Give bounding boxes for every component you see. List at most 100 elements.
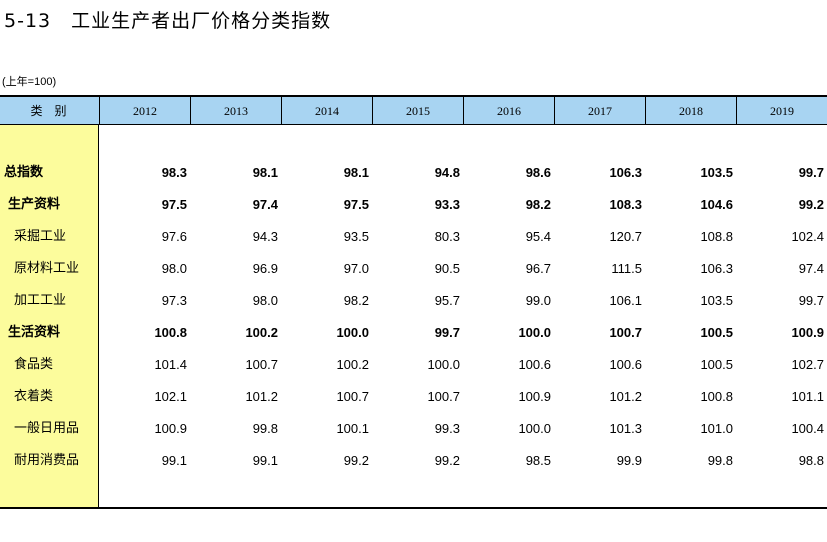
index-value: 99.2 <box>434 453 460 468</box>
table-row: 总指数 98.3 98.1 98.1 94.8 98.6 106.3 103.5 99.7 <box>0 157 827 189</box>
index-value: 101.1 <box>791 389 824 404</box>
index-value: 98.2 <box>343 293 369 308</box>
index-value: 120.7 <box>609 229 642 244</box>
index-value: 98.2 <box>525 197 551 212</box>
table-row: 生活资料 100.8 100.2 100.0 99.7 100.0 100.7 100.5 10… <box>0 317 827 349</box>
index-value: 104.6 <box>700 197 733 212</box>
index-value: 100.7 <box>245 357 278 372</box>
row-label: 总指数 <box>4 165 44 180</box>
table-row: 衣着类 102.1 101.2 100.7 100.7 100.9 101.2 100.8 10… <box>0 381 827 413</box>
index-value: 108.8 <box>700 229 733 244</box>
index-value: 99.8 <box>707 453 733 468</box>
bottom-rule <box>0 507 827 509</box>
index-value: 99.9 <box>616 453 642 468</box>
category-column <box>0 125 99 509</box>
row-label: 衣着类 <box>14 389 54 404</box>
index-value: 100.5 <box>700 357 733 372</box>
header-year: 2013 <box>190 97 281 125</box>
index-value: 97.4 <box>798 261 824 276</box>
index-value: 95.4 <box>525 229 551 244</box>
row-label: 原材料工业 <box>14 261 80 276</box>
header-year: 2012 <box>99 97 190 125</box>
row-label: 采掘工业 <box>14 229 67 244</box>
index-value: 100.2 <box>336 357 369 372</box>
index-value: 101.2 <box>609 389 642 404</box>
index-value: 102.4 <box>791 229 824 244</box>
index-value: 108.3 <box>609 197 642 212</box>
price-index-table: 类别 2012 2013 2014 2015 2016 2017 2018 20… <box>0 95 827 509</box>
table-row: 耐用消费品 99.1 99.1 99.2 99.2 98.5 99.9 99.8 98.8 <box>0 445 827 477</box>
index-value: 111.5 <box>611 261 642 276</box>
index-value: 99.7 <box>798 165 824 180</box>
index-value: 100.9 <box>791 325 824 340</box>
table-header: 类别 2012 2013 2014 2015 2016 2017 2018 20… <box>0 95 827 125</box>
index-value: 99.8 <box>252 421 278 436</box>
row-label: 生产资料 <box>8 197 61 212</box>
index-value: 101.4 <box>154 357 187 372</box>
index-value: 99.1 <box>252 453 278 468</box>
index-value: 98.5 <box>525 453 551 468</box>
index-value: 102.1 <box>154 389 187 404</box>
index-value: 100.8 <box>700 389 733 404</box>
row-label: 生活资料 <box>8 325 61 340</box>
index-value: 97.4 <box>252 197 278 212</box>
index-value: 100.0 <box>336 325 369 340</box>
index-value: 99.3 <box>434 421 460 436</box>
index-value: 99.2 <box>343 453 369 468</box>
index-value: 97.5 <box>161 197 187 212</box>
index-value: 99.7 <box>798 293 824 308</box>
index-value: 100.7 <box>427 389 460 404</box>
index-value: 106.3 <box>700 261 733 276</box>
index-value: 98.1 <box>343 165 369 180</box>
index-value: 102.7 <box>791 357 824 372</box>
index-value: 99.2 <box>798 197 824 212</box>
header-year: 2015 <box>372 97 463 125</box>
index-value: 98.3 <box>161 165 187 180</box>
page-title: 5-13 工业生产者出厂价格分类指数 <box>4 10 332 32</box>
header-year: 2014 <box>281 97 372 125</box>
index-value: 106.3 <box>609 165 642 180</box>
index-value: 100.9 <box>518 389 551 404</box>
index-value: 103.5 <box>700 165 733 180</box>
index-value: 96.9 <box>252 261 278 276</box>
index-value: 100.2 <box>245 325 278 340</box>
table-row: 采掘工业 97.6 94.3 93.5 80.3 95.4 120.7 108.8 102.4 <box>0 221 827 253</box>
index-value: 93.3 <box>434 197 460 212</box>
index-value: 100.0 <box>518 325 551 340</box>
table-row: 生产资料 97.5 97.4 97.5 93.3 98.2 108.3 104.6 99.2 <box>0 189 827 221</box>
index-value: 100.6 <box>609 357 642 372</box>
index-value: 98.6 <box>525 165 551 180</box>
index-value: 94.8 <box>434 165 460 180</box>
index-value: 97.0 <box>343 261 369 276</box>
index-value: 90.5 <box>434 261 460 276</box>
index-value: 99.1 <box>161 453 187 468</box>
index-value: 99.0 <box>525 293 551 308</box>
index-value: 101.0 <box>700 421 733 436</box>
table-row: 加工工业 97.3 98.0 98.2 95.7 99.0 106.1 103.5 99.7 <box>0 285 827 317</box>
index-value: 96.7 <box>525 261 551 276</box>
row-label: 加工工业 <box>14 293 67 308</box>
table-row: 原材料工业 98.0 96.9 97.0 90.5 96.7 111.5 106.3 97.4 <box>0 253 827 285</box>
index-value: 100.7 <box>609 325 642 340</box>
table-row: 一般日用品 100.9 99.8 100.1 99.3 100.0 101.3 101.0 10… <box>0 413 827 445</box>
index-value: 100.8 <box>154 325 187 340</box>
header-year: 2016 <box>463 97 554 125</box>
index-value: 97.5 <box>343 197 369 212</box>
row-label: 食品类 <box>14 357 54 372</box>
index-value: 100.9 <box>154 421 187 436</box>
index-value: 80.3 <box>434 229 460 244</box>
index-value: 98.1 <box>252 165 278 180</box>
header-category: 类别 <box>30 104 79 118</box>
index-value: 94.3 <box>252 229 278 244</box>
index-value: 101.2 <box>245 389 278 404</box>
unit-note: (上年=100) <box>2 76 57 88</box>
index-value: 100.7 <box>336 389 369 404</box>
index-value: 97.3 <box>161 293 187 308</box>
header-year: 2017 <box>554 97 645 125</box>
index-value: 100.0 <box>518 421 551 436</box>
index-value: 100.6 <box>518 357 551 372</box>
header-year: 2018 <box>645 97 736 125</box>
index-value: 97.6 <box>161 229 187 244</box>
index-value: 93.5 <box>343 229 369 244</box>
index-value: 100.0 <box>427 357 460 372</box>
